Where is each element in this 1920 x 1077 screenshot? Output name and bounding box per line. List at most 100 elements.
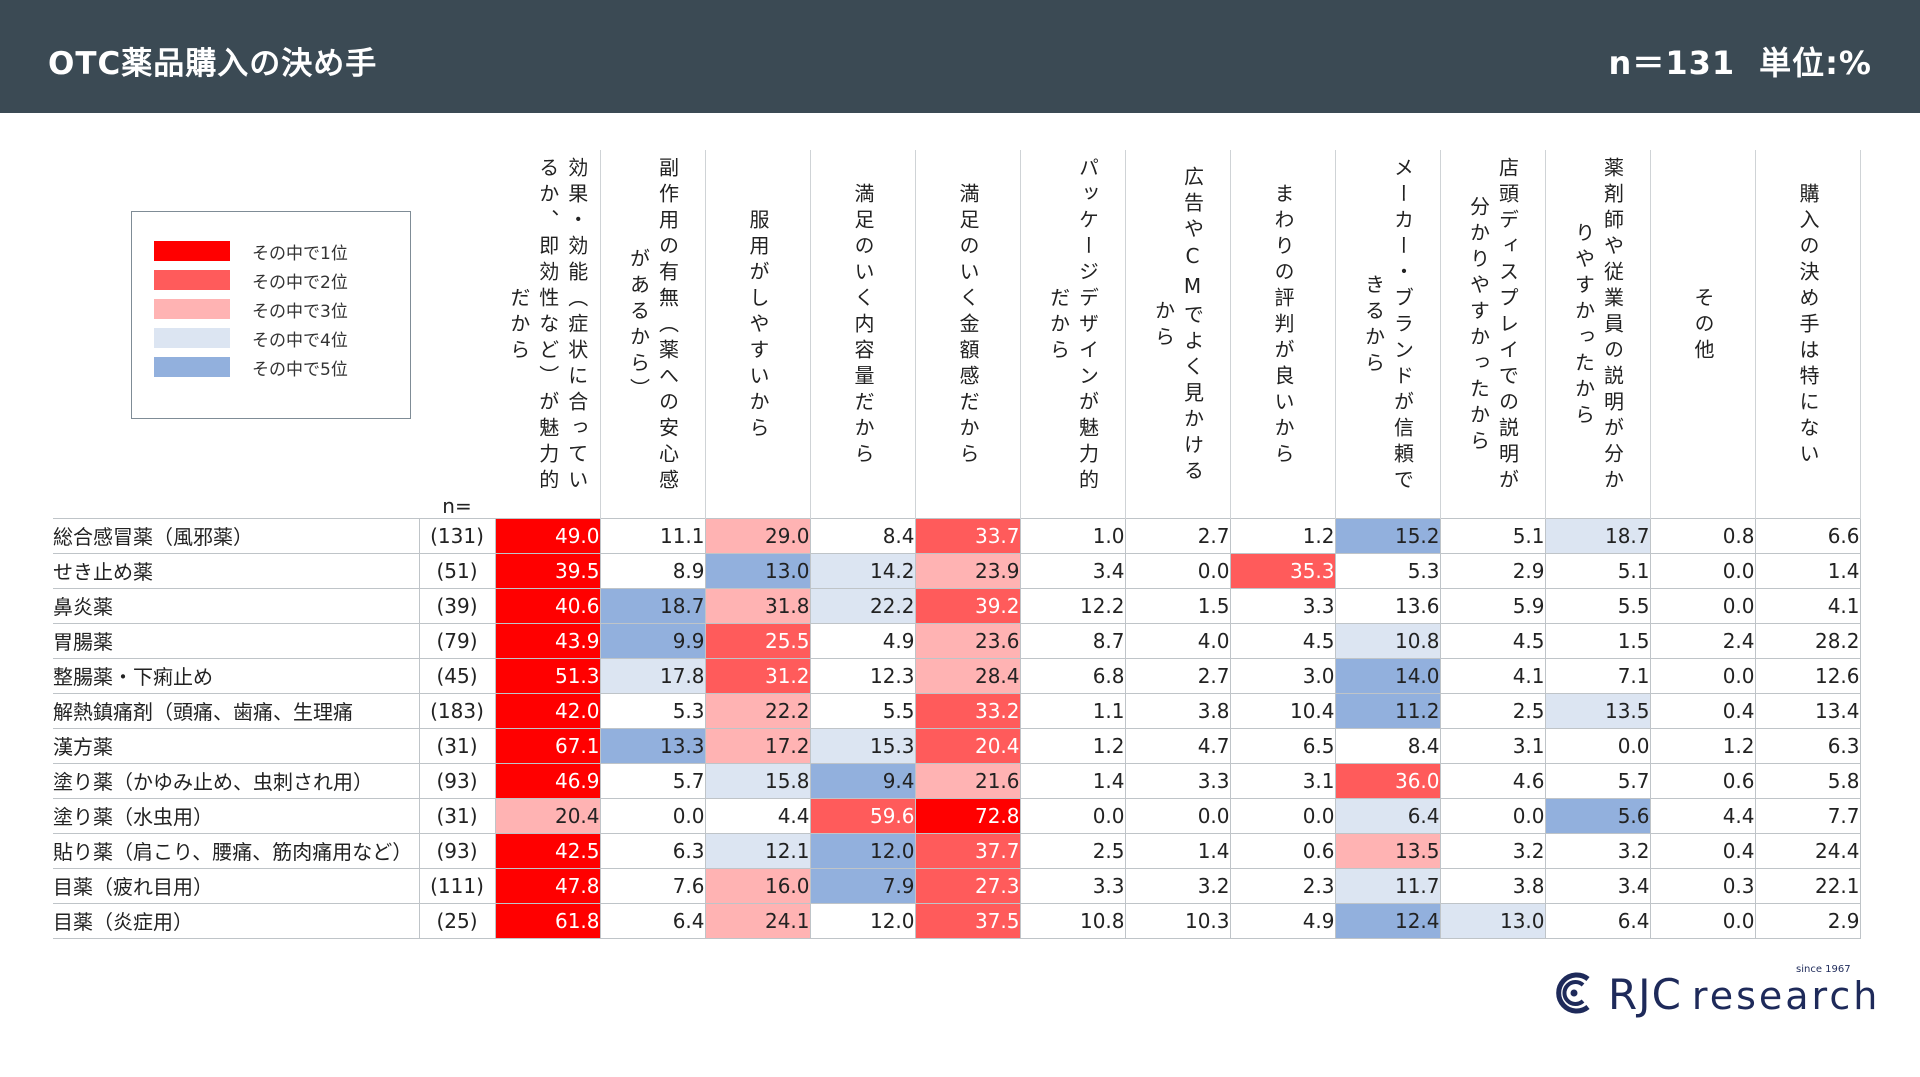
value-cell: 0.0 <box>1649 902 1756 939</box>
logo-brand: RJC <box>1608 970 1682 1019</box>
value-cell: 4.0 <box>1124 622 1231 659</box>
value-cell: 22.2 <box>809 587 916 624</box>
value-cell: 39.5 <box>494 552 601 589</box>
table-row: 鼻炎薬 (39) 40.6 18.7 31.8 22.2 39.2 12.2 1.5 3.3 13.… <box>53 587 1861 624</box>
value-cell: 21.6 <box>914 762 1021 799</box>
value-cell: 37.5 <box>914 902 1021 939</box>
value-cell: 7.9 <box>809 867 916 904</box>
value-cell: 3.4 <box>1544 867 1651 904</box>
value-cell: 12.1 <box>704 832 811 869</box>
value-cell: 4.7 <box>1124 727 1231 764</box>
value-cell: 20.4 <box>494 797 601 834</box>
value-cell: 7.6 <box>599 867 706 904</box>
value-cell: 4.5 <box>1439 622 1546 659</box>
value-cell: 5.6 <box>1544 797 1651 834</box>
value-cell: 17.2 <box>704 727 811 764</box>
column-header-label: 服用がしやすいから <box>746 209 770 443</box>
value-cell: 0.0 <box>1649 552 1756 589</box>
value-cell: 4.1 <box>1754 587 1861 624</box>
value-cell: 1.4 <box>1019 762 1126 799</box>
column-header-label: 広告やCMでよく見かけるから <box>1151 166 1205 486</box>
value-cell: 1.2 <box>1649 727 1756 764</box>
value-cell: 0.0 <box>1124 797 1231 834</box>
value-cell: 61.8 <box>494 902 601 939</box>
column-header-8: まわりの評判が良いから <box>1230 150 1336 518</box>
value-cell: 20.4 <box>914 727 1021 764</box>
value-cell: 0.6 <box>1229 832 1336 869</box>
column-header-label: 副作用の有無（薬への安心感があるから） <box>626 157 680 495</box>
value-cell: 14.2 <box>809 552 916 589</box>
value-cell: 15.3 <box>809 727 916 764</box>
value-cell: 18.7 <box>599 587 706 624</box>
value-cell: 16.0 <box>704 867 811 904</box>
row-label: 塗り薬（かゆみ止め、虫刺され用） <box>53 762 420 799</box>
page-title: OTC薬品購入の決め手 <box>48 46 378 82</box>
value-cell: 4.1 <box>1439 657 1546 694</box>
value-cell: 12.0 <box>809 832 916 869</box>
row-n: (131) <box>418 517 496 554</box>
column-header-label: その他 <box>1691 287 1715 365</box>
value-cell: 0.0 <box>1229 797 1336 834</box>
table-row: せき止め薬 (51) 39.5 8.9 13.0 14.2 23.9 3.4 0.0 35.3 5.… <box>53 552 1861 589</box>
value-cell: 4.9 <box>1229 902 1336 939</box>
value-cell: 28.2 <box>1754 622 1861 659</box>
column-header-label: パッケージデザインが魅力的だから <box>1046 157 1100 495</box>
value-cell: 13.5 <box>1334 832 1441 869</box>
value-cell: 3.3 <box>1229 587 1336 624</box>
value-cell: 4.6 <box>1439 762 1546 799</box>
value-cell: 4.4 <box>1649 797 1756 834</box>
row-label: 解熱鎮痛剤（頭痛、歯痛、生理痛 <box>53 692 420 729</box>
legend-swatch <box>154 299 230 319</box>
row-label: 目薬（炎症用） <box>53 902 420 939</box>
value-cell: 47.8 <box>494 867 601 904</box>
column-header-10: 店頭ディスプレイでの説明が分かりやすかったから <box>1440 150 1546 518</box>
row-label: 整腸薬・下痢止め <box>53 657 420 694</box>
table-row: 総合感冒薬（風邪薬） (131) 49.0 11.1 29.0 8.4 33.7 1.0 2.7… <box>53 517 1861 554</box>
value-cell: 27.3 <box>914 867 1021 904</box>
value-cell: 10.3 <box>1124 902 1231 939</box>
row-n: (93) <box>418 832 496 869</box>
value-cell: 0.0 <box>599 797 706 834</box>
column-header-label: メーカー・ブランドが信頼できるから <box>1361 157 1415 495</box>
value-cell: 1.5 <box>1544 622 1651 659</box>
value-cell: 7.7 <box>1754 797 1861 834</box>
value-cell: 8.4 <box>809 517 916 554</box>
value-cell: 0.0 <box>1544 727 1651 764</box>
unit-label: 単位:% <box>1759 44 1872 82</box>
value-cell: 3.2 <box>1544 832 1651 869</box>
column-header-12: その他 <box>1650 150 1756 518</box>
value-cell: 49.0 <box>494 517 601 554</box>
column-header-label: 店頭ディスプレイでの説明が分かりやすかったから <box>1466 157 1520 495</box>
column-header-7: 広告やCMでよく見かけるから <box>1125 150 1231 518</box>
row-n: (111) <box>418 867 496 904</box>
value-cell: 51.3 <box>494 657 601 694</box>
value-cell: 12.6 <box>1754 657 1861 694</box>
legend-item-rank1: その中で1位 <box>154 240 348 264</box>
value-cell: 43.9 <box>494 622 601 659</box>
value-cell: 28.4 <box>914 657 1021 694</box>
column-header-label: 薬剤師や従業員の説明が分かりやすかったから <box>1571 157 1625 495</box>
value-cell: 0.0 <box>1019 797 1126 834</box>
value-cell: 15.8 <box>704 762 811 799</box>
value-cell: 1.2 <box>1019 727 1126 764</box>
value-cell: 13.6 <box>1334 587 1441 624</box>
value-cell: 5.7 <box>1544 762 1651 799</box>
value-cell: 2.5 <box>1439 692 1546 729</box>
rjc-logo-icon <box>1556 972 1590 1014</box>
value-cell: 9.4 <box>809 762 916 799</box>
value-cell: 1.4 <box>1754 552 1861 589</box>
value-cell: 12.3 <box>809 657 916 694</box>
value-cell: 37.7 <box>914 832 1021 869</box>
value-cell: 67.1 <box>494 727 601 764</box>
value-cell: 22.1 <box>1754 867 1861 904</box>
table-row: 目薬（疲れ目用） (111) 47.8 7.6 16.0 7.9 27.3 3.3 3.2 2.3… <box>53 867 1861 904</box>
legend-label: その中で5位 <box>252 359 348 380</box>
value-cell: 8.9 <box>599 552 706 589</box>
row-n: (31) <box>418 797 496 834</box>
row-n: (51) <box>418 552 496 589</box>
column-header-row: n= 効果・効能（症状に合っているか、即効性など）が魅力的だから 副作用の有無（薬… <box>53 150 1861 518</box>
value-cell: 0.6 <box>1649 762 1756 799</box>
value-cell: 9.9 <box>599 622 706 659</box>
sample-size: n＝131 <box>1608 44 1736 82</box>
legend-item-rank2: その中で2位 <box>154 269 348 293</box>
